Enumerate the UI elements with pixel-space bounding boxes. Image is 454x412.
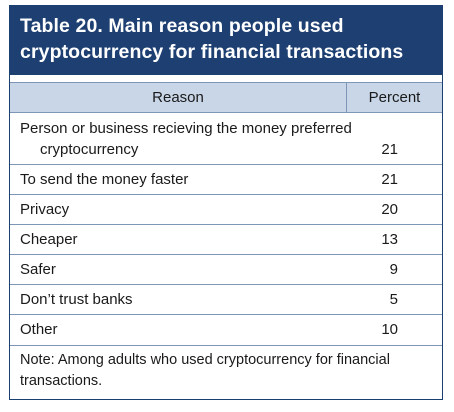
table-row: Person or business recieving the money p…	[10, 113, 442, 165]
reason-cell: To send the money faster	[20, 171, 189, 188]
column-header-percent: Percent	[368, 89, 421, 106]
column-divider	[346, 83, 347, 112]
reason-cell: Cheaper	[20, 231, 78, 248]
table-row: Other 10	[10, 315, 442, 346]
table-note-line-1: Note: Among adults who used cryptocurren…	[20, 352, 390, 368]
percent-cell: 10	[381, 321, 398, 338]
percent-cell: 20	[381, 201, 398, 218]
column-header-reason: Reason	[152, 89, 204, 106]
table-figure: Table 20. Main reason people used crypto…	[9, 5, 443, 400]
table-row: Don’t trust banks 5	[10, 285, 442, 315]
reason-cell: Don’t trust banks	[20, 291, 133, 308]
reason-cell: Privacy	[20, 201, 70, 218]
reason-cell: Other	[20, 321, 58, 338]
table-row: Cheaper 13	[10, 225, 442, 255]
table-note: Note: Among adults who used cryptocurren…	[20, 350, 420, 392]
table-title-line-1: Table 20. Main reason people used	[20, 15, 344, 37]
reason-cell-line-1: Person or business recieving the money p…	[20, 120, 352, 137]
percent-cell: 9	[389, 261, 398, 278]
table-row: To send the money faster 21	[10, 165, 442, 195]
table-header-row: Reason Percent	[10, 82, 442, 113]
reason-cell: Safer	[20, 261, 56, 278]
table-title-line-2: cryptocurrency for financial transaction…	[20, 41, 404, 63]
percent-cell: 13	[381, 231, 398, 248]
table-body: Person or business recieving the money p…	[10, 113, 442, 346]
percent-cell: 21	[381, 171, 398, 188]
table-note-line-2: transactions.	[20, 373, 103, 389]
percent-cell: 21	[381, 141, 398, 158]
table-row: Privacy 20	[10, 195, 442, 225]
percent-cell: 5	[389, 291, 398, 308]
table-title: Table 20. Main reason people used crypto…	[10, 6, 442, 75]
table-row: Safer 9	[10, 255, 442, 285]
reason-cell-line-2: cryptocurrency	[40, 141, 139, 158]
